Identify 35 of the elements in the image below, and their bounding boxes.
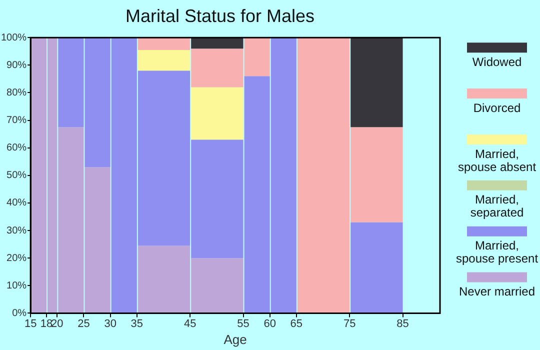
- y-tick-label: 20%: [6, 252, 27, 264]
- legend-label: Never married: [458, 284, 536, 299]
- bar: [350, 38, 403, 128]
- x-tick-label: 18: [40, 318, 53, 330]
- x-tick-label: 15: [24, 318, 37, 330]
- y-tick-label: 80%: [6, 87, 27, 98]
- y-tick-label: 40%: [6, 198, 27, 209]
- legend-label: Married, separated: [470, 192, 524, 220]
- x-tick-label: 55: [237, 318, 250, 330]
- y-tick-label: 50%: [6, 170, 27, 182]
- x-tick-label: 35: [130, 318, 144, 330]
- x-tick-label: 85: [396, 318, 409, 330]
- legend-label: Married, spouse present: [456, 238, 539, 266]
- bar: [191, 38, 244, 49]
- x-tick-label: 30: [104, 318, 116, 330]
- y-tick-label: 90%: [6, 60, 27, 71]
- y-tick-label: 60%: [6, 142, 27, 154]
- bar: [138, 50, 190, 71]
- x-tick-label: 60: [264, 318, 276, 330]
- legend-label: Married, spouse absent: [458, 146, 537, 174]
- x-axis-title: Age: [224, 332, 247, 347]
- bar: [191, 87, 244, 140]
- y-tick-label: 10%: [6, 280, 27, 292]
- legend-label: Divorced: [473, 100, 521, 115]
- x-tick-label: 25: [78, 318, 90, 330]
- x-tick-label: 20: [51, 318, 64, 330]
- y-tick-label: 30%: [6, 225, 27, 236]
- legend-label: Widowed: [472, 54, 522, 69]
- y-tick-label: 0%: [12, 308, 27, 319]
- y-tick-label: 100%: [1, 32, 27, 44]
- x-tick-label: 75: [343, 318, 356, 330]
- chart-title: Marital Status for Males: [125, 6, 315, 26]
- x-tick-label: 65: [290, 318, 303, 330]
- x-tick-label: 45: [184, 318, 196, 330]
- y-tick-label: 70%: [6, 115, 27, 126]
